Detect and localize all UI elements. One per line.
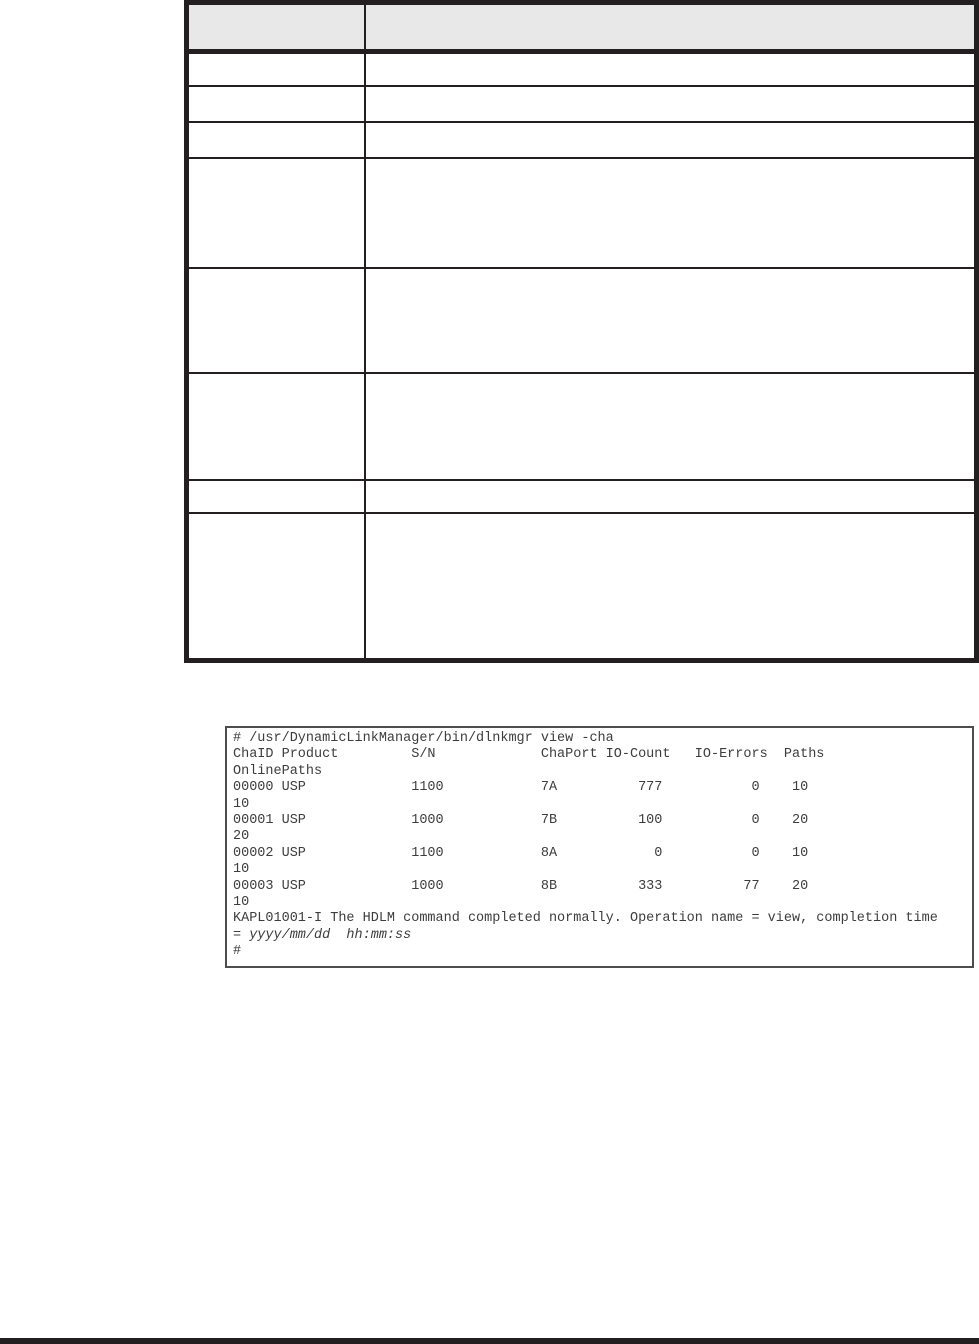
code-line: # /usr/DynamicLinkManager/bin/dlnkmgr vi… [233, 731, 614, 746]
code-line: 00002 USP 1100 8A 0 0 10 [233, 845, 809, 861]
table-row [185, 50, 978, 87]
table-cell [185, 156, 366, 269]
table-row [185, 266, 978, 374]
code-line: ChaID Product S/N ChaPort IO-Count IO-Er… [233, 747, 825, 763]
table-cell [363, 478, 978, 514]
table-cell [185, 371, 366, 481]
table-row [185, 478, 978, 514]
table-row [185, 371, 978, 481]
table-cell [363, 84, 978, 123]
code-line: 10 [233, 862, 250, 878]
table-cell [363, 50, 978, 87]
code-line: KAPL01001-I The HDLM command completed n… [233, 911, 938, 927]
code-line: # [233, 944, 242, 960]
code-line: 20 [233, 829, 250, 845]
table-cell [185, 478, 366, 514]
page-footer-rule [0, 1338, 979, 1344]
reference-table-body [185, 50, 978, 662]
table-cell [363, 371, 978, 481]
table-row [185, 156, 978, 269]
table-header-row [185, 1, 978, 54]
table-cell [363, 266, 978, 374]
table-cell [363, 511, 978, 662]
code-line: 00000 USP 1100 7A 777 0 10 [233, 780, 809, 796]
reference-table [184, 0, 979, 663]
code-line: = yyyy/mm/dd hh:mm:ss [233, 927, 412, 943]
table-row [185, 84, 978, 123]
table-cell [185, 84, 366, 123]
code-line: 00001 USP 1000 7B 100 0 20 [233, 813, 809, 829]
table-cell [185, 50, 366, 87]
table-row [185, 120, 978, 159]
code-line: OnlinePaths [233, 763, 323, 779]
code-variable-placeholder: yyyy/mm/dd hh:mm:ss [249, 927, 412, 943]
table-cell [185, 266, 366, 374]
code-figure: # /usr/DynamicLinkManager/bin/dlnkmgr vi… [225, 726, 974, 968]
code-line: 00003 USP 1000 8B 333 77 20 [233, 878, 809, 894]
table-cell [363, 120, 978, 159]
table-cell [185, 511, 366, 662]
table-row [185, 511, 978, 662]
table-header-cell-term [185, 1, 366, 54]
code-line: 10 [233, 895, 250, 911]
table-cell [363, 156, 978, 269]
code-line: 10 [233, 796, 250, 812]
table-cell [185, 120, 366, 159]
table-header-cell-description [363, 1, 978, 54]
